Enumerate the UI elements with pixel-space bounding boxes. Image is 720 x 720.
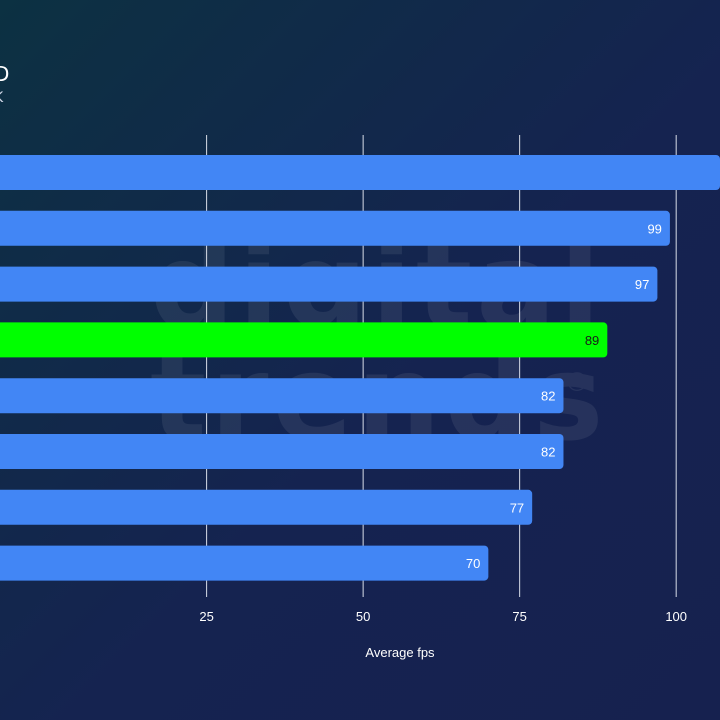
bar-4 [0,378,564,414]
data-label-2: 97 [635,277,649,292]
bar-0 [0,155,720,190]
x-tick-label-25: 25 [199,609,213,624]
data-label-5: 82 [541,445,555,460]
data-label-3: 89 [585,333,599,348]
chart-title-fragment: D [0,62,10,86]
data-label-1: 99 [647,221,661,236]
bar-3 [0,322,608,358]
chart-subtitle-fragment: K [0,90,3,106]
data-label-4: 82 [541,389,555,404]
x-tick-label-100: 100 [665,609,687,624]
x-axis-label: Average fps [365,645,435,660]
data-label-6: 77 [510,500,524,515]
bar-5 [0,434,564,469]
x-tick-label-75: 75 [512,609,526,624]
bar-1 [0,210,670,246]
data-label-7: 70 [466,556,480,571]
bar-2 [0,266,658,302]
bar-7 [0,545,489,581]
bar-6 [0,489,533,525]
x-tick-label-50: 50 [356,609,370,624]
